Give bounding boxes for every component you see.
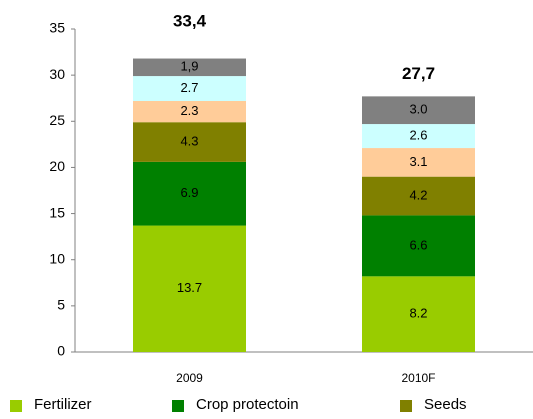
- bar-segment: [133, 225, 246, 352]
- legend-swatch: [10, 400, 22, 412]
- value-label: 8.2: [409, 306, 427, 321]
- bar-segment: [362, 96, 475, 125]
- bar-segment: [133, 100, 246, 123]
- bar-segment: [362, 176, 475, 216]
- bar-segment: [133, 122, 246, 162]
- bar-segment: [133, 76, 246, 101]
- value-label: 3.1: [409, 154, 427, 169]
- value-label: 2.3: [180, 103, 198, 118]
- value-label: 6.6: [409, 237, 427, 252]
- y-tick-label: 25: [49, 112, 65, 128]
- value-label: 2.7: [180, 80, 198, 95]
- legend-label: Seeds: [424, 396, 467, 413]
- legend-label: Crop protectoin: [196, 396, 299, 413]
- value-label: 6.9: [180, 185, 198, 200]
- value-label: 1,9: [180, 59, 198, 74]
- y-tick-label: 10: [49, 250, 65, 266]
- y-tick-label: 30: [49, 66, 65, 82]
- value-label: 13.7: [177, 280, 202, 295]
- legend-swatch: [172, 400, 184, 412]
- value-label: 2.6: [409, 127, 427, 142]
- x-tick-label: 2010F: [401, 371, 435, 385]
- bar-segment: [133, 161, 246, 226]
- value-label: 3.0: [409, 102, 427, 117]
- x-tick-label: 2009: [176, 371, 203, 385]
- legend-swatch: [400, 400, 412, 412]
- bar-segment: [133, 58, 246, 77]
- bar-segment: [362, 124, 475, 149]
- y-tick-label: 20: [49, 158, 65, 174]
- value-label: 4.2: [409, 187, 427, 202]
- legend-label: Fertilizer: [34, 396, 92, 413]
- bar-segment: [362, 215, 475, 277]
- bar-segment: [362, 148, 475, 177]
- y-tick-label: 5: [57, 297, 65, 313]
- y-tick-label: 35: [49, 20, 65, 36]
- y-tick-label: 15: [49, 204, 65, 220]
- y-tick-label: 0: [57, 343, 65, 359]
- bar-segment: [362, 276, 475, 352]
- total-label: 33,4: [173, 11, 207, 30]
- total-label: 27,7: [402, 64, 435, 83]
- value-label: 4.3: [180, 133, 198, 148]
